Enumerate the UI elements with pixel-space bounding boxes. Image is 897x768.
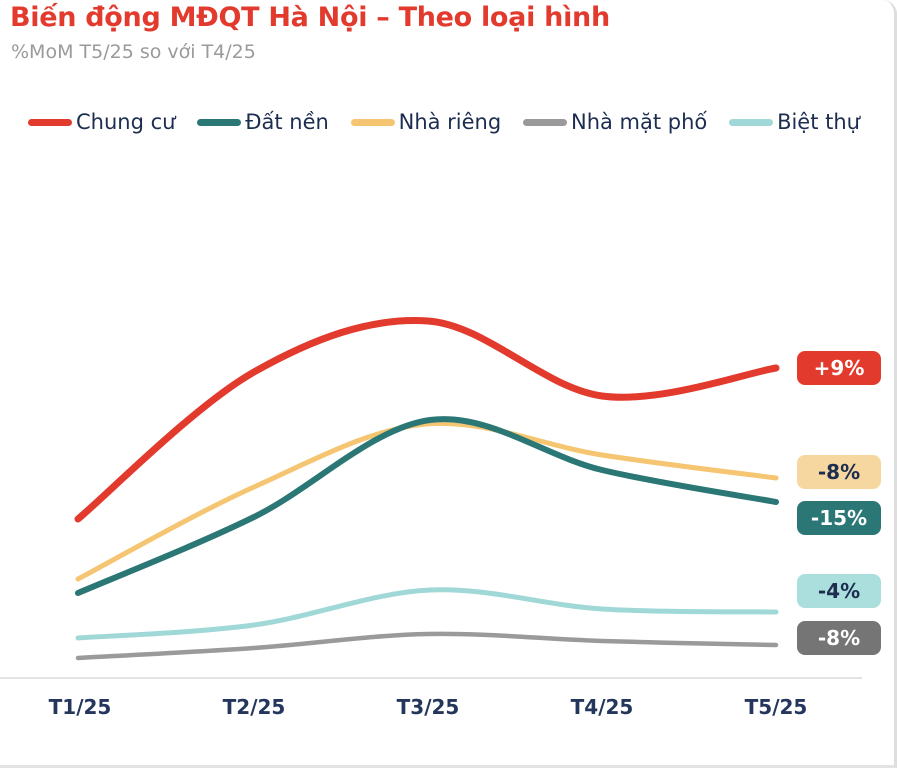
line-chung-cu (74, 317, 780, 523)
legend-label: Biệt thự (777, 110, 860, 134)
legend-item-chung-cu: Chung cư (28, 110, 175, 134)
badge-nha-mat-pho: -8% (797, 621, 881, 655)
x-tick-label: T3/25 (396, 695, 460, 719)
line-swatch-icon (729, 118, 774, 126)
badge-chung-cu: +9% (797, 351, 881, 385)
line-swatch-icon (197, 118, 242, 126)
x-tick-label: T1/25 (48, 695, 112, 719)
legend: Chung cư Đất nền Nhà riêng Nhà mặt phố B… (28, 106, 860, 138)
x-tick-label: T4/25 (570, 695, 634, 719)
chart-subtitle: %MoM T5/25 so với T4/25 (11, 41, 256, 63)
line-dat-nen (75, 416, 779, 596)
badge-dat-nen: -15% (797, 501, 881, 535)
legend-item-nha-mat-pho: Nhà mặt phố (522, 110, 708, 134)
page-title: Biến động MĐQT Hà Nội – Theo loại hình (10, 2, 610, 33)
legend-label: Nhà riêng (398, 110, 502, 134)
legend-item-nha-rieng: Nhà riêng (350, 110, 502, 134)
legend-label: Đất nền (245, 110, 329, 134)
legend-label: Nhà mặt phố (570, 110, 708, 134)
x-axis-line (0, 677, 862, 679)
line-swatch-icon (350, 118, 395, 126)
line-nha-mat-pho (75, 631, 779, 661)
line-nha-rieng (75, 420, 779, 582)
x-tick-label: T2/25 (222, 695, 286, 719)
line-biet-thu (75, 587, 779, 641)
line-swatch-icon (522, 118, 567, 126)
badge-nha-rieng: -8% (797, 455, 881, 489)
legend-item-dat-nen: Đất nền (197, 110, 329, 134)
badge-biet-thu: -4% (797, 574, 881, 608)
legend-label: Chung cư (76, 110, 176, 134)
x-tick-label: T5/25 (744, 695, 808, 719)
legend-item-biet-thu: Biệt thự (729, 110, 860, 134)
line-swatch-icon (28, 118, 72, 126)
